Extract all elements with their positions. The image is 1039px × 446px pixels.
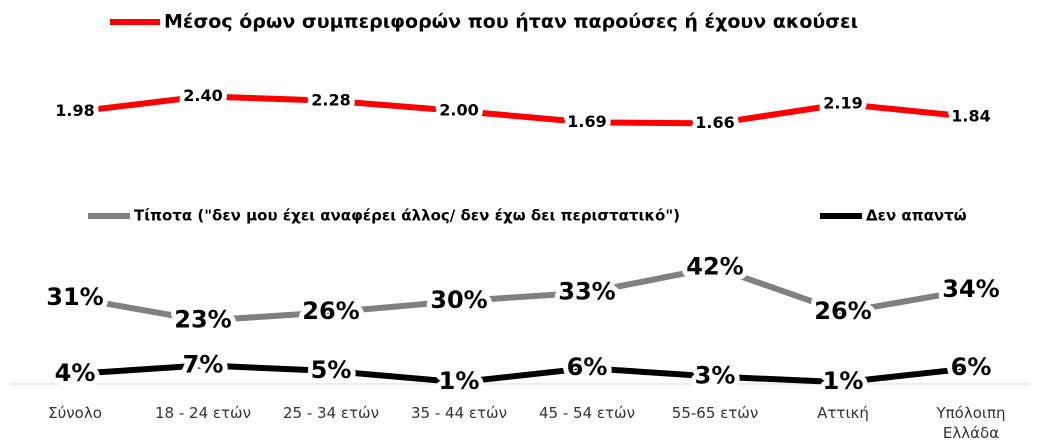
data-label: 1.66 [695,113,734,132]
data-label: 1.98 [55,101,94,120]
x-tick-label: 25 - 34 ετών [283,404,379,422]
data-line [74,264,972,324]
data-label: 5% [311,356,352,384]
data-label: 31% [46,283,103,311]
data-label: 3% [695,362,736,390]
data-label: 1.84 [951,106,990,125]
data-label: 2.40 [183,86,222,105]
data-label: 6% [567,353,608,381]
data-label: 4% [55,359,96,387]
data-label: 42% [686,252,743,280]
data-label: 34% [942,275,999,303]
data-line [74,93,972,127]
x-tick-label: 18 - 24 ετών [155,404,251,422]
data-label: 30% [430,286,487,314]
data-label: 1% [823,367,864,395]
data-label: 2.28 [311,90,350,109]
data-label: 1.69 [567,112,606,131]
data-label: 6% [951,353,992,381]
x-tick-label: Σύνολο [48,404,102,422]
data-label: 23% [174,306,231,334]
data-label: 2.19 [823,94,862,113]
data-label: 7% [183,350,224,378]
legend-label: Δεν απαντώ [866,207,967,225]
data-label: 26% [302,297,359,325]
data-line [74,362,972,386]
legend-label: Μέσος όρων συμπεριφορών που ήταν παρούσε… [164,11,858,33]
data-label: 33% [558,278,615,306]
data-label: 26% [814,297,871,325]
data-label: 1% [439,367,480,395]
x-tick-label: Υπόλοιπη Ελλάδα [936,404,1006,442]
legend-label: Τίποτα ("δεν μου έχει αναφέρει άλλος/ δε… [134,207,680,225]
x-tick-label: 45 - 54 ετών [539,404,635,422]
x-tick-label: Αττική [817,404,869,422]
x-tick-label: 55-65 ετών [671,404,759,422]
x-tick-label: 35 - 44 ετών [411,404,507,422]
data-label: 2.00 [439,101,478,120]
